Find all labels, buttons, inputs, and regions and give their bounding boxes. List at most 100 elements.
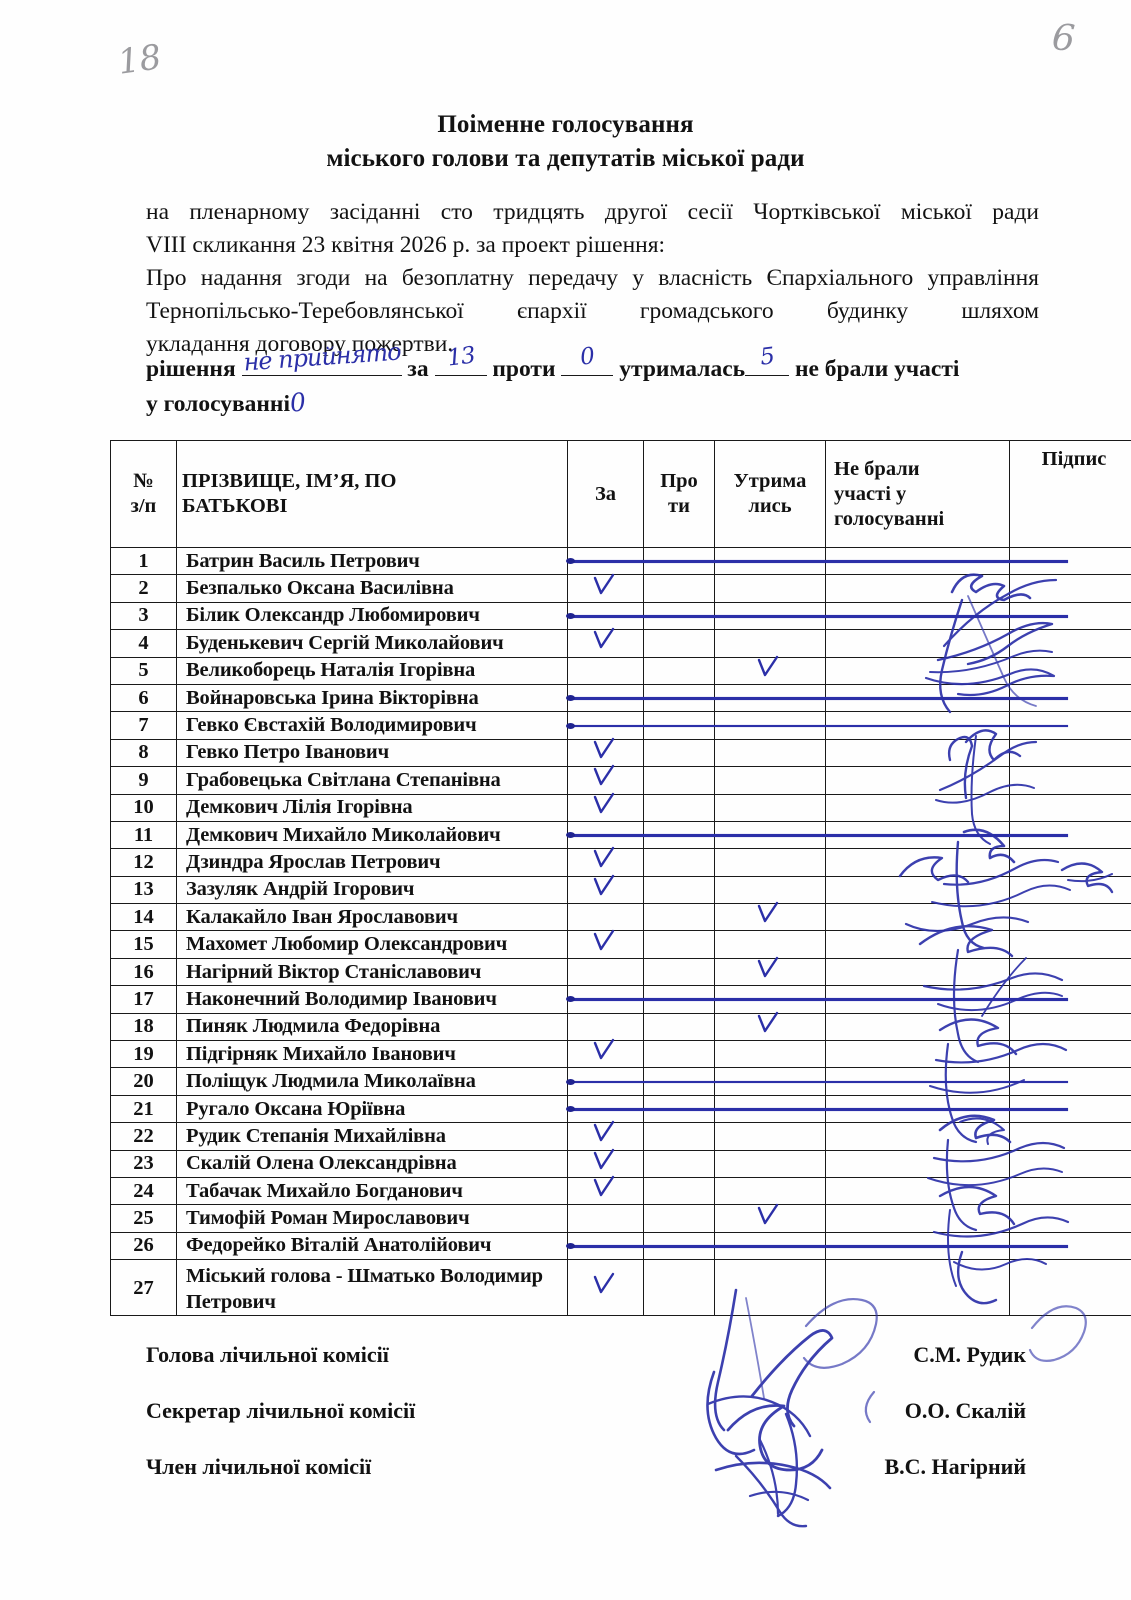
vote-cell-za[interactable] xyxy=(567,573,644,603)
vote-cell-utrymalys[interactable] xyxy=(714,738,826,768)
vote-cell-proti[interactable] xyxy=(643,738,715,768)
vote-cell-za[interactable] xyxy=(566,711,1068,740)
signature-cell[interactable] xyxy=(1009,985,1131,1014)
vote-cell-za[interactable] xyxy=(566,546,1068,576)
vote-cell-ne-braly[interactable] xyxy=(825,574,1010,603)
vote-cell-proti[interactable] xyxy=(643,1012,715,1042)
vote-cell-proti[interactable] xyxy=(643,574,715,603)
vote-cell-utrymalys[interactable] xyxy=(714,985,826,1014)
vote-cell-utrymalys[interactable] xyxy=(714,930,826,959)
signature-cell[interactable] xyxy=(1009,1040,1131,1069)
vote-cell-utrymalys[interactable] xyxy=(714,1067,826,1096)
vote-cell-proti[interactable] xyxy=(643,1231,715,1261)
vote-cell-za[interactable] xyxy=(566,1231,1068,1261)
vote-cell-za[interactable] xyxy=(567,847,644,877)
vote-cell-ne-braly[interactable] xyxy=(825,1204,1010,1233)
signature-cell[interactable] xyxy=(1009,930,1131,959)
vote-cell-za[interactable] xyxy=(567,874,644,905)
vote-cell-proti[interactable] xyxy=(643,848,715,877)
signature-cell[interactable] xyxy=(1009,656,1131,685)
vote-cell-ne-braly[interactable] xyxy=(825,930,1010,959)
signature-cell[interactable] xyxy=(1009,957,1131,987)
vote-cell-utrymalys[interactable] xyxy=(714,546,826,576)
vote-cell-proti[interactable] xyxy=(643,1094,715,1124)
vote-cell-utrymalys[interactable] xyxy=(714,1149,826,1178)
vote-cell-utrymalys[interactable] xyxy=(714,848,826,877)
vote-cell-za[interactable] xyxy=(566,601,1068,631)
vote-cell-ne-braly[interactable] xyxy=(825,1067,1010,1096)
vote-cell-utrymalys[interactable] xyxy=(714,1040,826,1069)
vote-cell-proti[interactable] xyxy=(643,1259,715,1317)
vote-cell-ne-braly[interactable] xyxy=(825,985,1010,1014)
vote-cell-za[interactable] xyxy=(567,628,644,658)
vote-cell-za[interactable] xyxy=(567,929,644,959)
vote-cell-ne-braly[interactable] xyxy=(825,1094,1010,1124)
vote-cell-proti[interactable] xyxy=(643,1122,715,1151)
vote-cell-ne-braly[interactable] xyxy=(825,766,1010,795)
vote-cell-proti[interactable] xyxy=(643,711,715,740)
vote-cell-proti[interactable] xyxy=(643,903,715,932)
vote-cell-utrymalys[interactable] xyxy=(714,1122,826,1151)
signature-cell[interactable] xyxy=(1009,1176,1131,1206)
signature-cell[interactable] xyxy=(1009,1259,1131,1317)
signature-cell[interactable] xyxy=(1009,546,1131,576)
signature-cell[interactable] xyxy=(1009,903,1131,932)
vote-cell-za[interactable] xyxy=(566,820,1068,850)
vote-cell-za[interactable] xyxy=(567,1175,644,1206)
signature-cell[interactable] xyxy=(1009,601,1131,631)
vote-cell-utrymalys[interactable] xyxy=(714,655,826,685)
vote-cell-utrymalys[interactable] xyxy=(714,902,826,932)
signature-cell[interactable] xyxy=(1009,1122,1131,1151)
vote-cell-proti[interactable] xyxy=(643,1176,715,1206)
vote-cell-ne-braly[interactable] xyxy=(825,1012,1010,1042)
vote-cell-ne-braly[interactable] xyxy=(825,820,1010,850)
vote-cell-ne-braly[interactable] xyxy=(825,683,1010,713)
vote-cell-utrymalys[interactable] xyxy=(714,793,826,822)
signature-cell[interactable] xyxy=(1009,820,1131,850)
signature-cell[interactable] xyxy=(1009,793,1131,822)
signature-cell[interactable] xyxy=(1009,1012,1131,1042)
vote-cell-ne-braly[interactable] xyxy=(825,1231,1010,1261)
signature-cell[interactable] xyxy=(1009,629,1131,658)
vote-cell-proti[interactable] xyxy=(643,820,715,850)
vote-cell-za[interactable] xyxy=(567,656,644,685)
vote-cell-za[interactable] xyxy=(567,1204,644,1233)
vote-cell-utrymalys[interactable] xyxy=(714,820,826,850)
vote-cell-proti[interactable] xyxy=(643,1040,715,1069)
vote-cell-utrymalys[interactable] xyxy=(714,683,826,713)
vote-cell-proti[interactable] xyxy=(643,766,715,795)
vote-cell-proti[interactable] xyxy=(643,656,715,685)
vote-cell-za[interactable] xyxy=(567,957,644,987)
vote-cell-ne-braly[interactable] xyxy=(825,903,1010,932)
vote-cell-ne-braly[interactable] xyxy=(825,1259,1010,1317)
vote-cell-utrymalys[interactable] xyxy=(714,1231,826,1261)
vote-cell-za[interactable] xyxy=(566,1067,1068,1096)
vote-cell-utrymalys[interactable] xyxy=(714,1259,826,1317)
signature-cell[interactable] xyxy=(1009,1231,1131,1261)
vote-cell-proti[interactable] xyxy=(643,683,715,713)
signature-cell[interactable] xyxy=(1009,711,1131,740)
vote-cell-ne-braly[interactable] xyxy=(825,711,1010,740)
vote-cell-za[interactable] xyxy=(567,1012,644,1042)
vote-cell-proti[interactable] xyxy=(643,1149,715,1178)
vote-cell-proti[interactable] xyxy=(643,1067,715,1096)
signature-cell[interactable] xyxy=(1009,738,1131,768)
vote-cell-utrymalys[interactable] xyxy=(714,956,826,987)
vote-cell-utrymalys[interactable] xyxy=(714,711,826,740)
vote-cell-za[interactable] xyxy=(567,1039,644,1069)
vote-cell-za[interactable] xyxy=(566,683,1068,713)
vote-cell-za[interactable] xyxy=(567,792,644,822)
vote-cell-utrymalys[interactable] xyxy=(714,1011,826,1042)
vote-cell-proti[interactable] xyxy=(643,930,715,959)
vote-cell-ne-braly[interactable] xyxy=(825,656,1010,685)
vote-cell-ne-braly[interactable] xyxy=(825,738,1010,768)
signature-cell[interactable] xyxy=(1009,683,1131,713)
vote-cell-ne-braly[interactable] xyxy=(825,629,1010,658)
vote-cell-za[interactable] xyxy=(567,1148,644,1178)
signature-cell[interactable] xyxy=(1009,574,1131,603)
vote-cell-ne-braly[interactable] xyxy=(825,957,1010,987)
signature-cell[interactable] xyxy=(1009,1204,1131,1233)
vote-cell-proti[interactable] xyxy=(643,957,715,987)
vote-cell-ne-braly[interactable] xyxy=(825,1176,1010,1206)
vote-cell-ne-braly[interactable] xyxy=(825,848,1010,877)
